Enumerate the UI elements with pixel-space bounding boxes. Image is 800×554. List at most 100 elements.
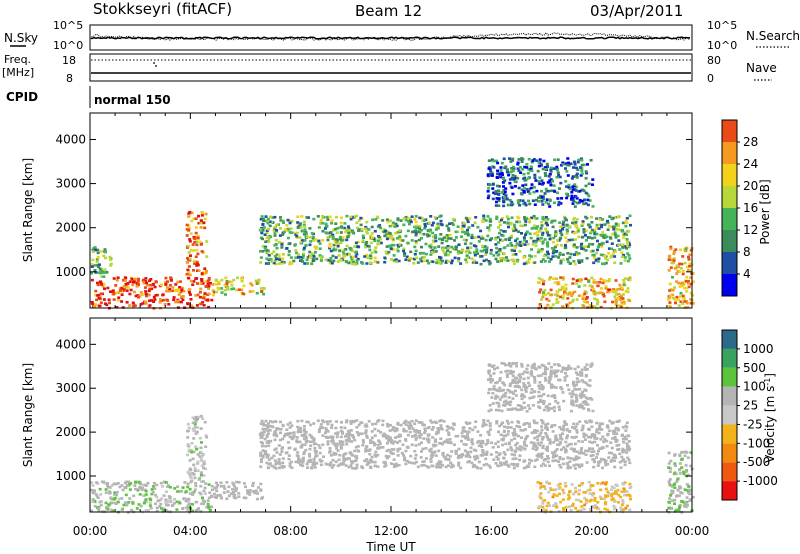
rti-cell (440, 428, 444, 431)
rti-cell (202, 460, 206, 463)
rti-cell (561, 457, 565, 461)
rti-cell (544, 218, 548, 222)
rti-cell (561, 427, 565, 431)
rti-cell (433, 235, 437, 238)
rti-cell (339, 429, 343, 433)
rti-cell (676, 478, 680, 481)
rti-cell (349, 260, 353, 263)
rti-cell (688, 269, 692, 272)
rti-cell (667, 462, 671, 465)
rti-cell (569, 238, 573, 242)
rti-cell (538, 176, 542, 179)
rti-cell (122, 278, 125, 282)
rti-cell (128, 292, 132, 296)
rti-cell (670, 499, 674, 502)
rti-cell (490, 441, 494, 445)
rti-cell (248, 290, 252, 293)
rti-cell (334, 426, 338, 430)
rti-cell (572, 492, 576, 496)
rti-cell (237, 288, 241, 291)
rti-cell (365, 253, 369, 257)
rti-cell (684, 501, 688, 504)
rti-cell (95, 481, 99, 484)
rti-cell (548, 198, 552, 201)
rti-cell (318, 458, 322, 462)
rti-cell (467, 226, 471, 229)
rti-cell (197, 221, 201, 225)
rti-cell (486, 215, 490, 218)
rti-cell (309, 254, 313, 257)
rti-cell (373, 464, 377, 468)
rti-cell (365, 436, 369, 439)
rti-cell (602, 294, 606, 298)
rti-cell (345, 442, 349, 446)
rti-cell (552, 184, 556, 187)
rti-cell (587, 223, 591, 226)
rti-cell (496, 395, 500, 399)
rti-cell (577, 252, 581, 255)
rti-cell (145, 281, 149, 285)
rti-cell (187, 251, 191, 254)
rti-cell (461, 429, 465, 432)
rti-cell (349, 420, 353, 423)
rti-cell (257, 281, 261, 285)
rti-cell (387, 455, 391, 458)
rti-cell (422, 460, 426, 463)
rti-cell (162, 494, 166, 497)
rti-cell (580, 163, 584, 167)
rti-cell (524, 388, 528, 391)
rti-cell (350, 249, 354, 252)
rti-cell (558, 456, 562, 459)
rti-cell (579, 245, 583, 248)
rti-cell (479, 229, 483, 233)
rti-cell (384, 434, 388, 437)
rti-cell (456, 252, 460, 255)
rti-cell (215, 290, 218, 294)
rti-cell (584, 245, 588, 248)
rti-cell (384, 229, 388, 233)
rti-cell (275, 229, 278, 232)
rti-cell (480, 235, 484, 238)
rti-cell (385, 237, 389, 241)
rti-cell (255, 282, 259, 285)
rti-cell (319, 221, 323, 225)
rti-cell (120, 286, 124, 290)
rti-cell (573, 238, 577, 241)
rti-cell (565, 196, 569, 200)
rti-cell (566, 464, 570, 468)
rti-cell (270, 252, 274, 256)
rti-cell (123, 279, 127, 282)
rti-cell (615, 293, 619, 296)
rti-cell (193, 423, 197, 426)
rti-cell (262, 226, 266, 229)
rti-cell (472, 464, 476, 467)
rti-cell (269, 235, 273, 239)
rti-cell (567, 388, 571, 391)
rti-cell (216, 484, 220, 487)
rti-cell (465, 451, 469, 454)
rti-cell (561, 258, 565, 261)
rti-cell (345, 244, 349, 248)
rti-cell (544, 372, 548, 376)
rti-cell (583, 388, 587, 391)
rti-cell (587, 481, 591, 484)
rti-cell (420, 441, 423, 444)
rti-cell (437, 258, 440, 262)
rti-cell (486, 419, 490, 423)
rti-cell (139, 291, 143, 294)
rti-cell (273, 215, 277, 219)
rti-cell (204, 212, 208, 216)
rti-cell (498, 379, 502, 382)
rti-cell (488, 223, 492, 227)
rti-cell (381, 219, 385, 222)
rti-cell (326, 258, 330, 262)
rti-cell (579, 392, 583, 396)
rti-cell (191, 457, 195, 461)
rti-cell (453, 256, 457, 260)
rti-cell (553, 409, 556, 413)
rti-cell (504, 442, 508, 446)
rti-cell (361, 239, 365, 243)
rti-cell (196, 236, 200, 240)
rti-cell (116, 276, 120, 279)
rti-cell (312, 422, 316, 425)
